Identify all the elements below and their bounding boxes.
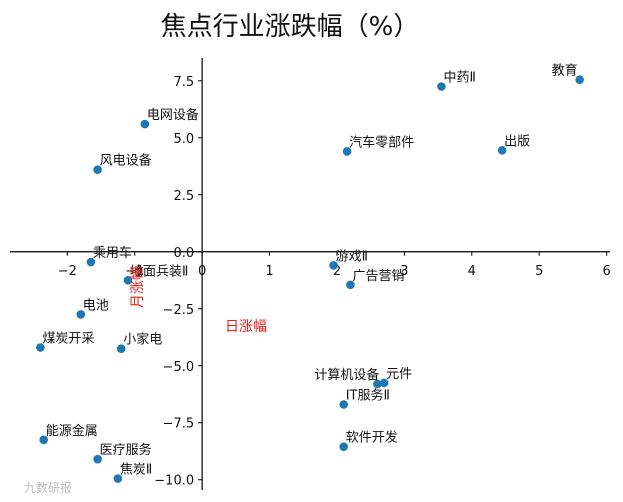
y-axis-label: 月涨幅 <box>130 266 146 308</box>
point-label: 软件开发 <box>346 430 398 446</box>
point-label: IT服务Ⅱ <box>346 388 390 404</box>
watermark-text: 九数研报 <box>24 480 72 495</box>
y-tick-label: 2.5 <box>173 189 194 204</box>
point-label: 焦炭Ⅱ <box>120 463 152 478</box>
point-label: 风电设备 <box>100 153 152 169</box>
y-tick-label: −7.5 <box>163 417 195 432</box>
x-tick-label: 4 <box>468 264 476 279</box>
data-point <box>93 454 102 464</box>
chart-title: 焦点行业涨跌幅（%） <box>161 12 420 42</box>
data-point <box>342 147 352 156</box>
point-label: 广告营销 <box>352 269 404 284</box>
x-tick-label: 5 <box>535 264 543 279</box>
data-point <box>329 261 338 270</box>
y-tick-label: −2.5 <box>163 303 195 318</box>
data-point <box>86 257 96 267</box>
x-tick-label: 3 <box>400 264 408 279</box>
data-point <box>497 146 507 155</box>
data-point <box>113 474 123 483</box>
data-point <box>140 119 150 129</box>
data-points <box>36 75 584 483</box>
point-label: 中药Ⅱ <box>443 70 475 85</box>
y-tick-label: −10.0 <box>154 474 194 489</box>
x-tick-label: −2 <box>58 264 77 279</box>
x-tick-label: 2 <box>333 264 341 279</box>
point-label: 计算机设备 <box>314 367 379 383</box>
point-label: 医疗服务 <box>100 442 152 458</box>
x-tick-label: 0 <box>198 264 206 279</box>
y-tick-label: −5.0 <box>163 360 195 375</box>
data-point <box>339 442 349 451</box>
point-label: 能源金属 <box>46 423 98 439</box>
point-label: 小家电 <box>123 332 162 348</box>
x-tick-label: 6 <box>602 264 610 279</box>
point-label: 电网设备 <box>147 107 199 123</box>
axes: −2 −1 0 1 2 3 4 5 6 −10.0 −7.5 −5.0 −2.5 0.0 2.5 5.0 7.5 <box>10 58 611 490</box>
data-point <box>39 435 49 445</box>
data-point <box>123 275 133 285</box>
x-tick-label: 1 <box>265 264 273 279</box>
y-tick-label: 7.5 <box>173 75 194 90</box>
point-label: 地面兵装Ⅱ <box>130 264 188 279</box>
data-point <box>339 400 349 409</box>
data-point <box>76 310 86 319</box>
data-point <box>36 343 45 352</box>
point-label: 元件 <box>386 367 412 382</box>
data-point <box>575 75 584 84</box>
point-label: 出版 <box>504 134 530 149</box>
point-label: 汽车零部件 <box>349 134 414 150</box>
data-point <box>93 165 102 175</box>
point-label: 煤炭开采 <box>42 332 94 347</box>
data-point <box>116 344 126 353</box>
point-label: 游戏Ⅱ <box>336 249 368 264</box>
y-tick-label: 0.0 <box>173 246 194 261</box>
x-axis-label: 日涨幅 <box>225 319 267 335</box>
x-tick-label: −1 <box>125 264 144 279</box>
data-point <box>379 378 389 388</box>
point-label: 乘用车 <box>93 245 132 261</box>
data-point <box>373 379 382 389</box>
point-label: 教育 <box>552 63 578 79</box>
y-tick-label: 5.0 <box>173 132 194 147</box>
point-label: 电池 <box>83 298 109 313</box>
data-point <box>437 82 446 91</box>
data-point <box>346 280 355 290</box>
